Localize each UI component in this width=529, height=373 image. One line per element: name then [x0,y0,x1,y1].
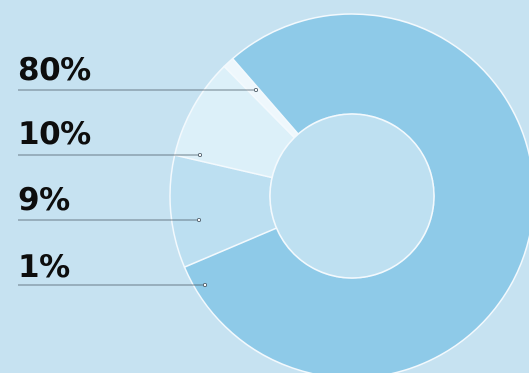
leader-dot-1 [253,88,258,93]
leader-dot-2 [197,152,202,157]
label-slice-4: 1% [18,249,70,285]
donut-hole [269,113,435,279]
label-slice-1: 80% [18,52,91,88]
label-slice-3: 9% [18,182,70,218]
leader-dot-4 [202,282,207,287]
label-slice-2: 10% [18,116,91,152]
leader-dot-3 [196,217,201,222]
